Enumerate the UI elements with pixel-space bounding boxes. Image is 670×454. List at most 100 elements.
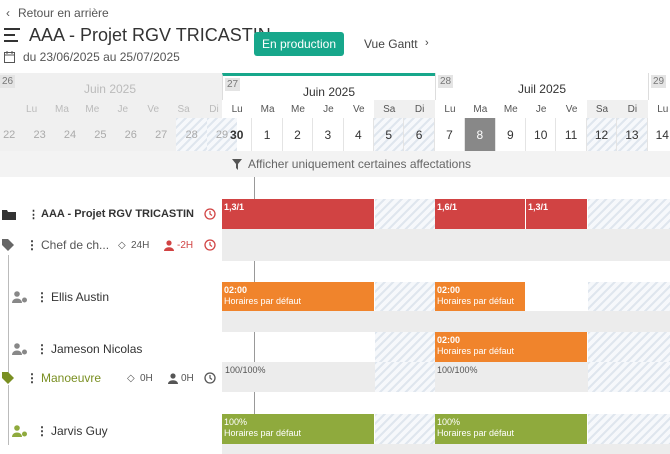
day-number-12[interactable]: 12 <box>586 118 618 151</box>
ellis-row-label[interactable]: ⋮ Ellis Austin <box>0 286 222 308</box>
back-label: Retour en arrière <box>18 6 109 20</box>
bottom-band <box>222 444 670 454</box>
day-number-9[interactable]: 9 <box>496 118 526 151</box>
day-number-faded: 25 <box>94 128 107 141</box>
chef-row-label[interactable]: ⋮ Chef de ch... ◇ 24H -2H <box>0 232 222 258</box>
jameson-bar-week28[interactable]: 02:00 Horaires par défaut <box>435 332 587 362</box>
day-label: Ve <box>352 103 365 115</box>
tree-line <box>8 255 9 375</box>
filter-icon <box>232 158 242 170</box>
day-label: Ma <box>473 103 488 115</box>
day-label: Me <box>291 103 305 115</box>
page-title: AAA - Projet RGV TRICASTIN <box>29 24 271 45</box>
day-label-faded: Sa <box>177 103 190 115</box>
project-row-label[interactable]: ⋮ AAA - Projet RGV TRICASTIN <box>0 200 222 228</box>
day-number-30[interactable]: 30 <box>222 118 253 151</box>
week-header-27: 27 Juin 2025 <box>222 73 435 100</box>
clock-icon[interactable] <box>204 208 216 220</box>
week-number: 29 <box>651 75 667 88</box>
filter-label: Afficher uniquement certaines affectatio… <box>248 157 472 171</box>
status-badge[interactable]: En production <box>254 32 344 56</box>
back-link[interactable]: ‹ Retour en arrière <box>6 6 109 20</box>
tag-icon <box>2 239 14 251</box>
day-number-11[interactable]: 11 <box>556 118 587 151</box>
day-label-faded: Me <box>85 103 100 115</box>
week-month: Juin 2025 <box>302 85 356 99</box>
day-number-7[interactable]: 7 <box>435 118 466 151</box>
day-label: Ve <box>565 103 578 115</box>
manoeuvre-hours: 0H <box>140 372 153 384</box>
tag-outline-icon: ◇ <box>127 372 135 384</box>
more-icon[interactable]: ⋮ <box>26 371 38 385</box>
load-bar-week28b[interactable]: 1,3/1 <box>526 199 587 229</box>
day-number-14[interactable]: 14 <box>648 118 670 151</box>
user-settings-icon <box>12 291 27 303</box>
tag-icon <box>2 372 14 384</box>
chevron-left-icon: ‹ <box>6 6 10 20</box>
load-bar-week27[interactable]: 1,3/1 <box>222 199 374 229</box>
weekend-cell <box>375 199 435 229</box>
calendar-icon <box>4 51 15 63</box>
day-number-8[interactable]: 8 <box>465 118 496 151</box>
project-name: AAA - Projet RGV TRICASTIN <box>41 208 194 220</box>
ellis-band <box>222 311 670 332</box>
load-bar-week28a[interactable]: 1,6/1 <box>435 199 525 229</box>
day-number-3[interactable]: 3 <box>313 118 344 151</box>
more-icon[interactable]: ⋮ <box>36 424 48 438</box>
ellis-bar-week27[interactable]: 02:00 Horaires par défaut <box>222 282 374 311</box>
date-range: du 23/06/2025 au 25/07/2025 <box>4 50 180 64</box>
day-number-5[interactable]: 5 <box>374 118 405 151</box>
clock-icon[interactable] <box>204 372 216 384</box>
day-label-faded: Di <box>209 103 219 115</box>
clock-icon[interactable] <box>204 239 216 251</box>
day-number-faded: 22 <box>3 128 16 141</box>
week-month: Juin 2025 <box>83 82 137 96</box>
filter-bar[interactable]: Afficher uniquement certaines affectatio… <box>222 151 670 177</box>
more-icon[interactable]: ⋮ <box>36 342 48 356</box>
tag-outline-icon: ◇ <box>118 239 126 251</box>
day-label: Je <box>535 103 547 115</box>
day-number-10[interactable]: 10 <box>526 118 557 151</box>
date-range-text: du 23/06/2025 au 25/07/2025 <box>23 50 180 64</box>
weekend-cell <box>588 282 670 311</box>
day-label: Me <box>503 103 518 115</box>
day-number-faded: 24 <box>63 128 77 141</box>
jarvis-bar-week28[interactable]: 100% Horaires par défaut <box>435 414 587 444</box>
more-icon[interactable]: ⋮ <box>36 290 48 304</box>
day-number-faded: 29 <box>206 118 238 151</box>
day-number-1[interactable]: 1 <box>252 118 283 151</box>
menu-icon[interactable] <box>4 28 20 42</box>
day-label-faded: Je <box>117 103 129 115</box>
jarvis-name: Jarvis Guy <box>51 424 108 438</box>
jarvis-bar-week27[interactable]: 100% Horaires par défaut <box>222 414 374 444</box>
jameson-name: Jameson Nicolas <box>51 342 143 356</box>
day-number-2[interactable]: 2 <box>283 118 314 151</box>
folder-icon <box>2 209 16 220</box>
day-label: Lu <box>657 103 669 115</box>
gantt-view-link[interactable]: Vue Gantt <box>364 37 418 51</box>
day-number-faded: 23 <box>33 128 46 141</box>
ellis-bar-week28[interactable]: 02:00 Horaires par défaut <box>435 282 525 311</box>
day-label: Lu <box>444 103 456 115</box>
more-icon[interactable]: ⋮ <box>26 238 38 252</box>
day-number-6[interactable]: 6 <box>404 118 435 151</box>
jarvis-row-label[interactable]: ⋮ Jarvis Guy <box>0 420 222 442</box>
day-number-4[interactable]: 4 <box>344 118 374 151</box>
manoeuvre-row-label[interactable]: ⋮ Manoeuvre ◇ 0H 0H <box>0 366 222 390</box>
filter-spacer <box>0 151 222 177</box>
weekend-cell <box>375 282 435 311</box>
user-settings-icon <box>12 343 27 355</box>
day-label: Di <box>617 100 648 118</box>
user-settings-icon <box>12 425 27 437</box>
person-icon <box>164 239 174 251</box>
weekend-cell <box>588 332 670 362</box>
day-number-13[interactable]: 13 <box>617 118 648 151</box>
chevron-right-icon[interactable]: › <box>425 37 429 49</box>
week-month: Juil 2025 <box>517 82 567 96</box>
week-number: 27 <box>225 78 241 91</box>
ellis-name: Ellis Austin <box>51 290 110 304</box>
week-number: 28 <box>438 75 454 88</box>
jameson-row-label[interactable]: ⋮ Jameson Nicolas <box>0 338 222 360</box>
more-icon[interactable]: ⋮ <box>28 208 39 221</box>
